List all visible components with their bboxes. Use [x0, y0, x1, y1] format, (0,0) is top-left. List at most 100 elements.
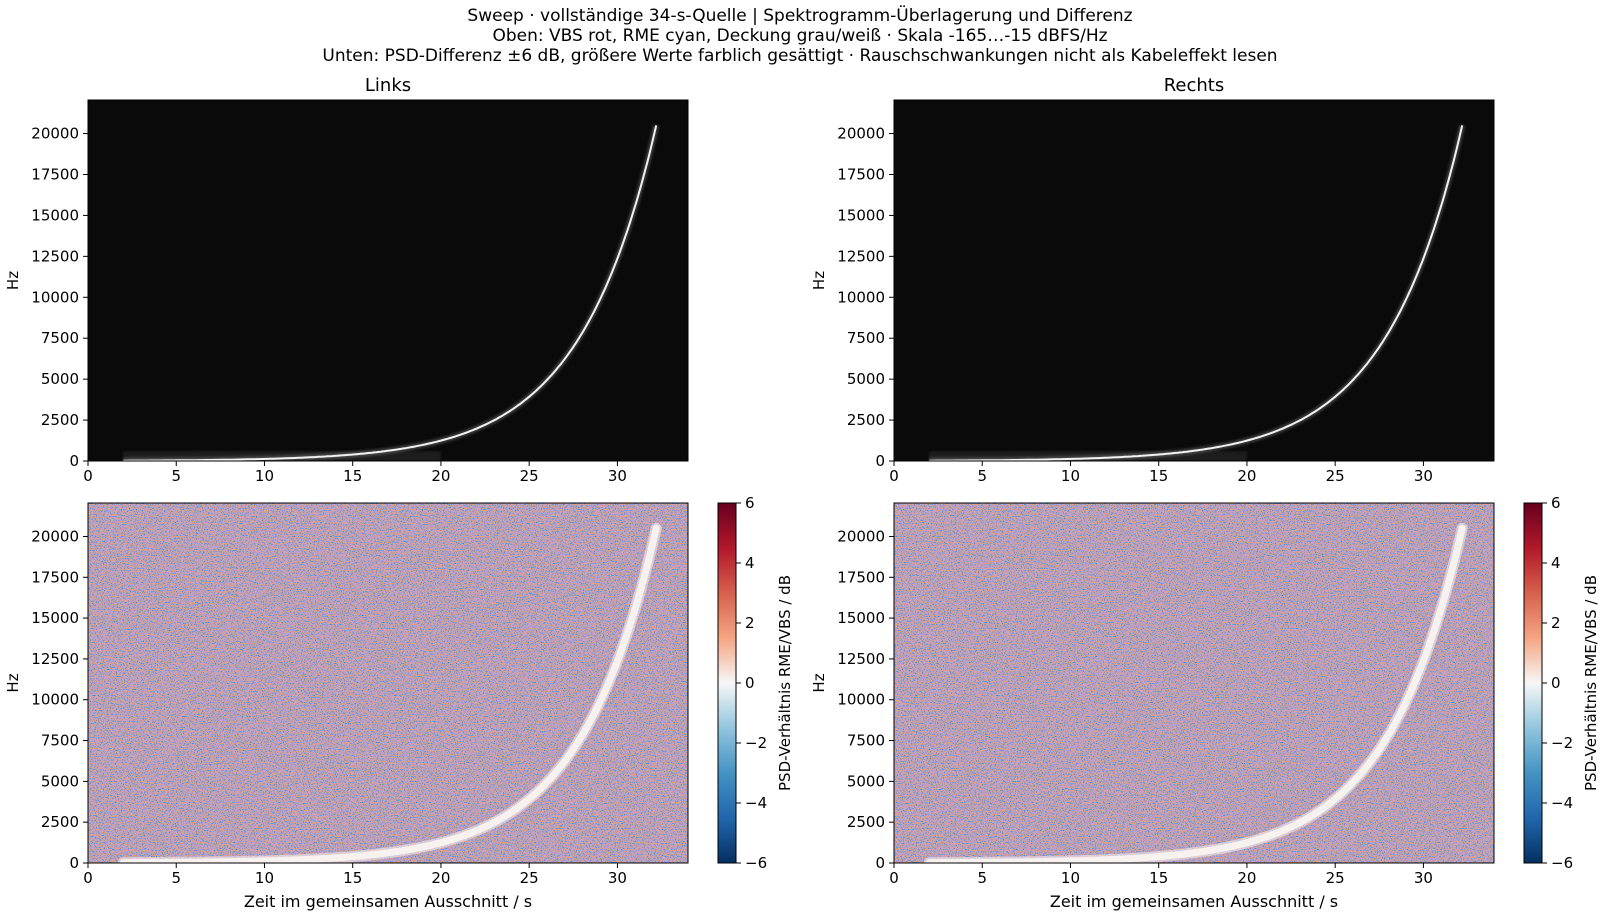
colorbar-tick-label: −6: [745, 854, 767, 872]
y-tick-label: 0: [875, 452, 885, 470]
colorbar-tick-label: −2: [745, 734, 767, 752]
x-tick-label: 5: [171, 869, 181, 887]
colorbar-tick-label: 2: [745, 614, 755, 632]
y-tick-label: 20000: [31, 527, 79, 545]
x-tick-label: 15: [1149, 467, 1168, 485]
x-tick-label: 20: [1237, 869, 1256, 887]
colorbar: [717, 502, 737, 864]
y-axis-label: Hz: [4, 673, 22, 692]
y-tick-label: 17500: [837, 568, 885, 586]
y-tick-label: 7500: [847, 732, 885, 750]
y-axis-label: Hz: [4, 271, 22, 290]
colorbar: [1523, 502, 1543, 864]
x-tick-label: 0: [83, 869, 93, 887]
axes-frame: [893, 502, 1495, 864]
y-tick-label: 2500: [847, 813, 885, 831]
y-tick-label: 12500: [837, 247, 885, 265]
y-tick-label: 5000: [41, 772, 79, 790]
colorbar-label: PSD-Verhältnis RME/VBS / dB: [776, 575, 794, 791]
y-tick-label: 20000: [837, 527, 885, 545]
x-tick-label: 30: [608, 467, 627, 485]
colorbar-tick-label: −6: [1551, 854, 1573, 872]
colorbar-tick-label: 4: [1551, 554, 1561, 572]
x-tick-label: 0: [889, 869, 899, 887]
y-tick-label: 20000: [31, 125, 79, 143]
x-tick-label: 10: [1061, 467, 1080, 485]
y-tick-label: 2500: [847, 411, 885, 429]
y-tick-label: 17500: [837, 165, 885, 183]
x-tick-label: 15: [343, 467, 362, 485]
overlay-left-plot-area: [88, 100, 688, 461]
sweep-curve: [925, 524, 1466, 863]
spectrogram-background: [894, 100, 1494, 461]
diff-left-axes: 0 5 10 15 20 25 300250050007500100001250015000…: [4, 494, 794, 911]
noise-texture: [88, 503, 688, 863]
x-tick-label: 20: [1237, 467, 1256, 485]
diff-right-plot-area: [894, 503, 1494, 863]
colorbar-tick-label: 2: [1551, 614, 1561, 632]
colorbar-tick-label: 6: [1551, 494, 1561, 512]
x-tick-label: 25: [1326, 869, 1345, 887]
y-tick-label: 15000: [837, 206, 885, 224]
axes-frame: [893, 99, 1495, 462]
x-tick-label: 25: [520, 869, 539, 887]
diff-right-axes: 0 5 10 15 20 25 300250050007500100001250015000…: [810, 494, 1600, 911]
noise-texture: [894, 503, 1494, 863]
y-tick-label: 15000: [31, 206, 79, 224]
x-tick-label: 5: [171, 467, 181, 485]
x-tick-label: 0: [83, 467, 93, 485]
y-tick-label: 5000: [41, 370, 79, 388]
x-tick-label: 15: [343, 869, 362, 887]
y-tick-label: 10000: [837, 288, 885, 306]
y-tick-label: 2500: [41, 411, 79, 429]
y-tick-label: 15000: [31, 609, 79, 627]
y-tick-label: 20000: [837, 125, 885, 143]
diff-left-plot-area: [88, 503, 688, 863]
x-tick-label: 20: [431, 869, 450, 887]
figure-title-line-2: Oben: VBS rot, RME cyan, Deckung grau/we…: [492, 26, 1108, 46]
subplot-title: Rechts: [1164, 75, 1225, 96]
y-tick-label: 0: [875, 854, 885, 872]
x-axis-label: Zeit im gemeinsamen Ausschnitt / s: [244, 892, 532, 911]
overlay-left-axes: 0 5 10 15 20 25 30 0 2500 5000 7500 10000 12500 15000…: [4, 75, 689, 485]
y-tick-label: 12500: [31, 650, 79, 668]
y-tick-label: 10000: [837, 691, 885, 709]
x-axis-label: Zeit im gemeinsamen Ausschnitt / s: [1050, 892, 1338, 911]
overlay-right-plot-area: [894, 100, 1494, 461]
x-tick-label: 10: [1061, 869, 1080, 887]
colorbar-tick-label: −2: [1551, 734, 1573, 752]
colorbar-tick-label: 0: [745, 674, 755, 692]
y-tick-label: 5000: [847, 370, 885, 388]
colorbar-tick-label: −4: [1551, 794, 1573, 812]
y-tick-label: 0: [69, 854, 79, 872]
x-tick-label: 30: [1414, 467, 1433, 485]
y-tick-label: 5000: [847, 772, 885, 790]
colorbar-tick-label: 4: [745, 554, 755, 572]
overlay-right-axes: 0 5 10 15 20 25 30 0 2500 5000 7500 10000 12500 15000…: [810, 75, 1495, 485]
y-tick-label: 7500: [41, 329, 79, 347]
x-tick-label: 10: [255, 869, 274, 887]
sweep-curve: [119, 524, 660, 863]
y-tick-label: 10000: [31, 288, 79, 306]
subplot-title: Links: [365, 75, 411, 96]
x-tick-label: 20: [431, 467, 450, 485]
spectrogram-background: [88, 100, 688, 461]
x-tick-label: 15: [1149, 869, 1168, 887]
colorbar-tick-label: 0: [1551, 674, 1561, 692]
y-tick-label: 17500: [31, 165, 79, 183]
figure-title-line-3: Unten: PSD-Differenz ±6 dB, größere Wert…: [322, 46, 1278, 66]
y-tick-label: 12500: [837, 650, 885, 668]
x-tick-label: 25: [1326, 467, 1345, 485]
figure-title-line-1: Sweep · vollständige 34-s-Quelle | Spekt…: [467, 6, 1133, 26]
colorbar-label: PSD-Verhältnis RME/VBS / dB: [1582, 575, 1600, 791]
y-tick-label: 15000: [837, 609, 885, 627]
y-axis-label: Hz: [810, 271, 828, 290]
sweep-curve: [123, 125, 658, 461]
x-tick-label: 30: [608, 869, 627, 887]
x-tick-label: 5: [977, 869, 987, 887]
colorbar-tick-label: −4: [745, 794, 767, 812]
x-tick-label: 25: [520, 467, 539, 485]
y-tick-label: 7500: [41, 732, 79, 750]
x-tick-label: 30: [1414, 869, 1433, 887]
